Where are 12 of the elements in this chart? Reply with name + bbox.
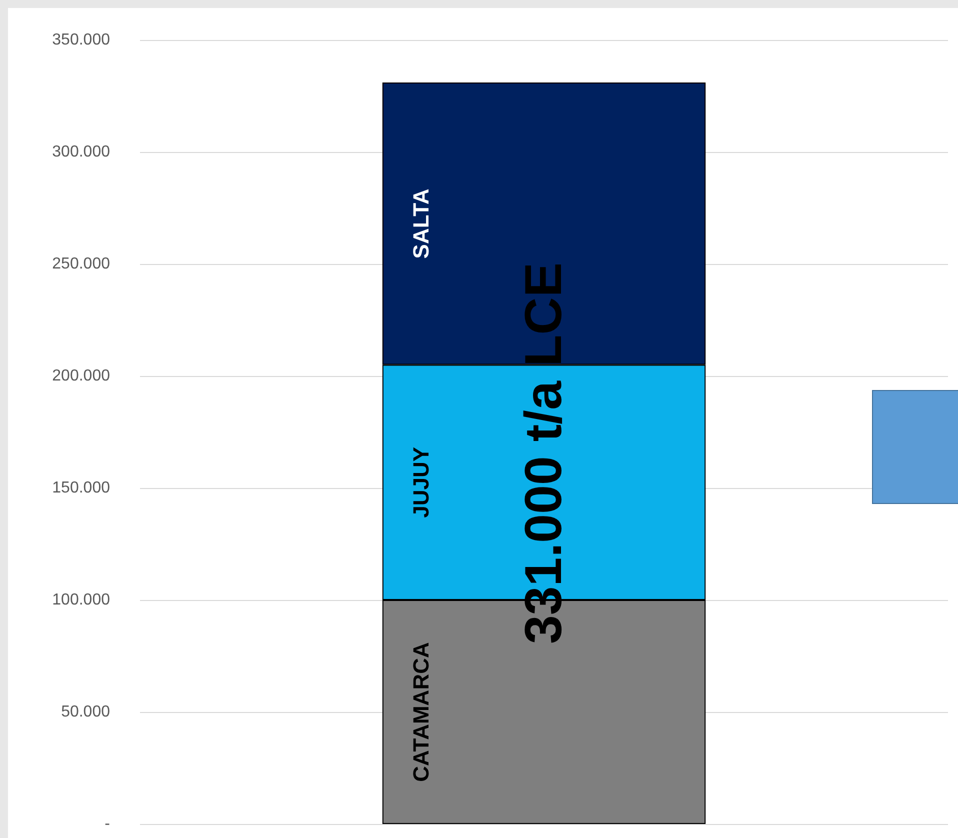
series-label: CATAMARCA	[408, 642, 434, 782]
y-tick-label: 100.000	[52, 592, 110, 608]
y-tick-label: 300.000	[52, 144, 110, 160]
total-label: 331.000 t/a LCE	[515, 262, 573, 644]
series-label: JUJUY	[408, 446, 434, 518]
y-tick-label: 200.000	[52, 368, 110, 384]
y-tick-label: 50.000	[61, 704, 110, 720]
y-tick-label: 350.000	[52, 32, 110, 48]
y-tick-label: -	[104, 816, 110, 832]
y-tick-label: 150.000	[52, 480, 110, 496]
series-label: SALTA	[408, 188, 434, 259]
y-tick-label: 250.000	[52, 256, 110, 272]
